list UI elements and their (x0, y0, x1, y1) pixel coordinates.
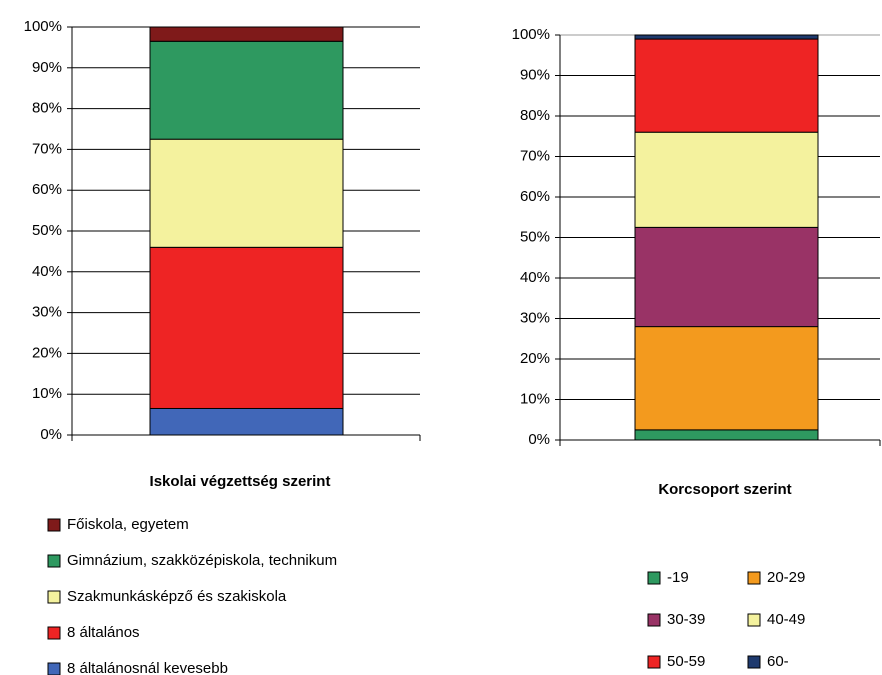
legend-label: Gimnázium, szakközépiskola, technikum (67, 552, 337, 569)
legend-swatch (47, 662, 61, 675)
bar-segment (634, 429, 819, 441)
legend-swatch (47, 626, 61, 640)
legend-label: 8 általános (67, 624, 140, 641)
bar-segment (634, 226, 819, 328)
y-tick-label: 60% (32, 181, 62, 198)
bar-segment (149, 138, 344, 248)
y-tick-label: 20% (32, 344, 62, 361)
legend-swatch (647, 613, 661, 627)
y-tick-label: 100% (24, 18, 62, 35)
legend-label: 40-49 (767, 611, 805, 628)
y-tick-label: 30% (520, 309, 550, 326)
bar-segment (634, 34, 819, 40)
legend-swatch (47, 590, 61, 604)
legend-label: Főiskola, egyetem (67, 516, 189, 533)
y-tick-label: 50% (32, 222, 62, 239)
y-tick-label: 10% (32, 385, 62, 402)
legend-label: 8 általánosnál kevesebb (67, 660, 228, 675)
bar-segment (149, 407, 344, 436)
legend-label: 20-29 (767, 569, 805, 586)
y-tick-label: 80% (32, 100, 62, 117)
y-tick-label: 90% (520, 66, 550, 83)
legend-swatch (647, 655, 661, 669)
y-tick-label: 10% (520, 390, 550, 407)
y-tick-label: 90% (32, 59, 62, 76)
bar-segment (634, 326, 819, 431)
y-tick-label: 0% (40, 426, 62, 443)
y-tick-label: 30% (32, 304, 62, 321)
y-tick-label: 40% (520, 269, 550, 286)
chart-title: Iskolai végzettség szerint (150, 473, 331, 490)
bar-segment (149, 246, 344, 409)
y-tick-label: 40% (32, 263, 62, 280)
legend-label: 30-39 (667, 611, 705, 628)
y-tick-label: 80% (520, 107, 550, 124)
y-tick-label: 60% (520, 188, 550, 205)
y-tick-label: 0% (528, 431, 550, 448)
legend-swatch (47, 554, 61, 568)
legend-swatch (747, 613, 761, 627)
bar-segment (149, 26, 344, 42)
legend-swatch (747, 655, 761, 669)
legend-label: Szakmunkásképző és szakiskola (67, 588, 287, 605)
legend-swatch (647, 571, 661, 585)
legend-swatch (747, 571, 761, 585)
legend-swatch (47, 518, 61, 532)
chart-title: Korcsoport szerint (658, 481, 791, 498)
y-tick-label: 20% (520, 350, 550, 367)
legend-label: 50-59 (667, 653, 705, 670)
bar-segment (634, 131, 819, 228)
y-tick-label: 70% (520, 147, 550, 164)
bar-segment (634, 38, 819, 133)
legend-label: -19 (667, 569, 689, 586)
y-tick-label: 50% (520, 228, 550, 245)
y-tick-label: 70% (32, 140, 62, 157)
legend-label: 60- (767, 653, 789, 670)
y-tick-label: 100% (512, 26, 550, 43)
bar-segment (149, 40, 344, 140)
